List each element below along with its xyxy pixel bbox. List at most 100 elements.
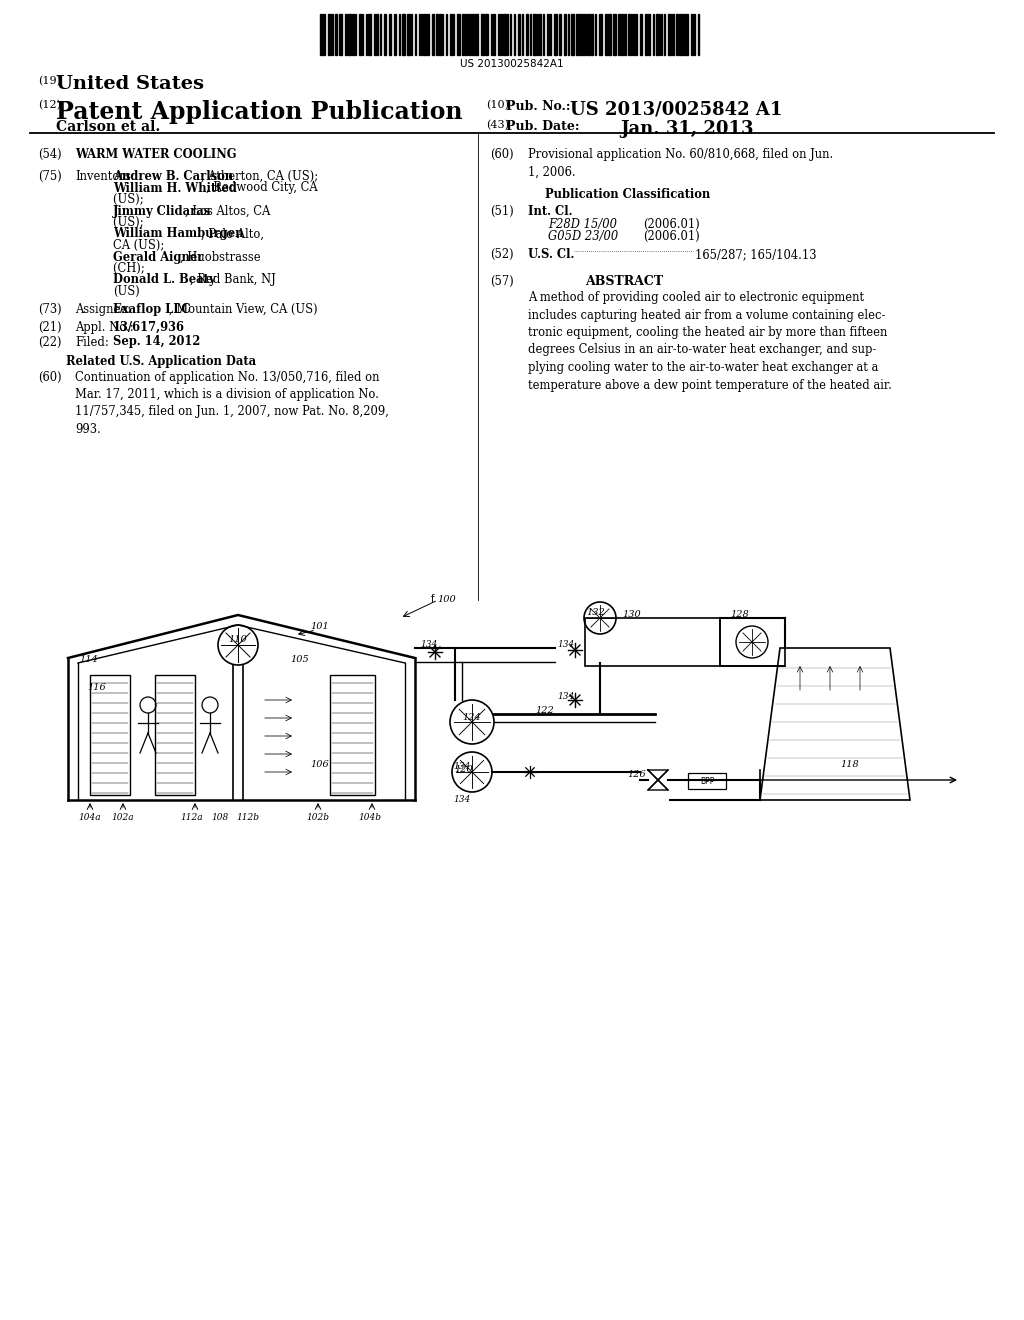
Bar xyxy=(571,15,574,55)
Text: (51): (51) xyxy=(490,205,514,218)
Text: Exaflop LLC: Exaflop LLC xyxy=(113,302,190,315)
Text: 134: 134 xyxy=(453,795,470,804)
Text: 116: 116 xyxy=(87,682,105,692)
Text: 124: 124 xyxy=(462,713,480,722)
Bar xyxy=(498,15,500,55)
Text: Assignee:: Assignee: xyxy=(75,302,131,315)
Bar xyxy=(640,15,642,55)
Bar xyxy=(668,15,671,55)
Text: Andrew B. Carlson: Andrew B. Carlson xyxy=(113,170,233,183)
Text: 102b: 102b xyxy=(306,813,330,822)
Bar xyxy=(526,15,528,55)
Text: 120: 120 xyxy=(454,766,473,774)
Bar xyxy=(583,15,585,55)
Bar xyxy=(439,15,441,55)
Bar xyxy=(345,15,347,55)
Text: William H. Whitted: William H. Whitted xyxy=(113,181,237,194)
Text: 134: 134 xyxy=(557,692,574,701)
Bar xyxy=(155,675,195,795)
Text: 101: 101 xyxy=(310,622,329,631)
Bar xyxy=(376,15,378,55)
Text: 112a: 112a xyxy=(180,813,204,822)
Text: 122: 122 xyxy=(535,706,554,715)
Bar xyxy=(579,15,582,55)
Text: (US): (US) xyxy=(113,285,139,298)
Bar xyxy=(464,15,466,55)
Bar xyxy=(539,15,541,55)
Text: (2006.01): (2006.01) xyxy=(643,218,699,231)
Bar xyxy=(688,774,726,789)
Text: 102a: 102a xyxy=(112,813,134,822)
Text: , Mountain View, CA (US): , Mountain View, CA (US) xyxy=(169,302,317,315)
Text: (52): (52) xyxy=(490,248,514,261)
Text: 114: 114 xyxy=(79,655,97,664)
Bar xyxy=(436,15,438,55)
Text: A method of providing cooled air to electronic equipment
includes capturing heat: A method of providing cooled air to elec… xyxy=(528,290,892,392)
Text: 126: 126 xyxy=(627,770,646,779)
Bar xyxy=(432,15,434,55)
Text: 106: 106 xyxy=(310,760,329,770)
Text: Patent Application Publication: Patent Application Publication xyxy=(56,100,463,124)
Bar xyxy=(691,15,693,55)
Text: 118: 118 xyxy=(840,760,859,770)
Text: Continuation of application No. 13/050,716, filed on
Mar. 17, 2011, which is a d: Continuation of application No. 13/050,7… xyxy=(75,371,389,436)
Bar xyxy=(621,15,623,55)
Bar xyxy=(547,15,549,55)
Text: 134: 134 xyxy=(453,762,470,771)
Bar xyxy=(676,15,678,55)
Bar xyxy=(323,15,325,55)
Text: 104a: 104a xyxy=(79,813,101,822)
Bar xyxy=(656,15,658,55)
Text: (60): (60) xyxy=(38,371,61,384)
Text: 128: 128 xyxy=(730,610,749,619)
Bar xyxy=(635,15,637,55)
Text: (60): (60) xyxy=(490,148,514,161)
Bar xyxy=(481,15,484,55)
Bar xyxy=(457,15,460,55)
Bar xyxy=(394,15,396,55)
Text: , Redwood City, CA: , Redwood City, CA xyxy=(206,181,317,194)
Text: 105: 105 xyxy=(290,655,309,664)
Bar xyxy=(359,15,361,55)
Text: 130: 130 xyxy=(622,610,641,619)
Text: 108: 108 xyxy=(211,813,228,822)
Bar xyxy=(605,15,607,55)
Bar xyxy=(648,15,650,55)
Bar xyxy=(339,15,342,55)
Text: F28D 15/00: F28D 15/00 xyxy=(548,218,617,231)
Text: Jimmy Clidaras: Jimmy Clidaras xyxy=(113,205,211,218)
Bar xyxy=(559,15,561,55)
Text: (10): (10) xyxy=(486,100,509,111)
Text: (73): (73) xyxy=(38,302,61,315)
Bar xyxy=(469,15,471,55)
Text: United States: United States xyxy=(56,75,204,92)
Text: 13/617,936: 13/617,936 xyxy=(113,321,185,334)
Bar xyxy=(645,15,647,55)
Text: (57): (57) xyxy=(490,275,514,288)
Text: Appl. No.:: Appl. No.: xyxy=(75,321,133,334)
Bar xyxy=(330,675,375,795)
Bar xyxy=(608,15,611,55)
Bar xyxy=(679,15,682,55)
Bar xyxy=(624,15,626,55)
Bar xyxy=(352,15,354,55)
Bar xyxy=(472,15,474,55)
Text: Sep. 14, 2012: Sep. 14, 2012 xyxy=(113,335,201,348)
Text: (CH);: (CH); xyxy=(113,261,148,275)
Text: Provisional application No. 60/810,668, filed on Jun.
1, 2006.: Provisional application No. 60/810,668, … xyxy=(528,148,834,178)
Bar xyxy=(591,15,593,55)
Bar xyxy=(475,15,478,55)
Text: Pub. No.:: Pub. No.: xyxy=(506,100,570,114)
Text: US 20130025842A1: US 20130025842A1 xyxy=(460,59,564,69)
Text: , Los Altos, CA: , Los Altos, CA xyxy=(185,205,270,218)
Text: (2006.01): (2006.01) xyxy=(643,230,699,243)
Text: ABSTRACT: ABSTRACT xyxy=(585,275,664,288)
Bar xyxy=(518,15,520,55)
Text: Related U.S. Application Data: Related U.S. Application Data xyxy=(66,355,256,368)
Bar xyxy=(407,15,410,55)
Text: William Hamburgen: William Hamburgen xyxy=(113,227,244,240)
Bar xyxy=(672,15,674,55)
Text: (12): (12) xyxy=(38,100,61,111)
Bar xyxy=(384,15,386,55)
Text: WARM WATER COOLING: WARM WATER COOLING xyxy=(75,148,237,161)
